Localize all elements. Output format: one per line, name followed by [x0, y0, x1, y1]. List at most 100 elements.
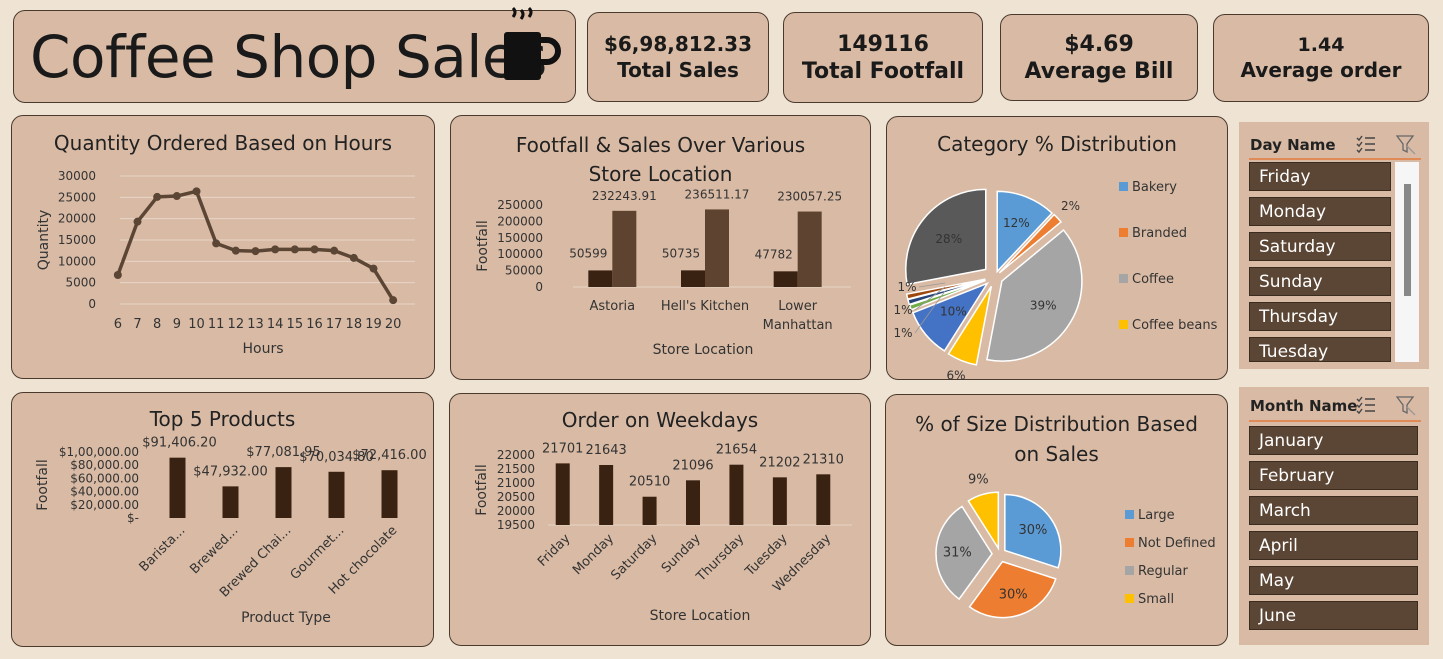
pie-slice — [911, 281, 990, 352]
slice-label: 9% — [968, 472, 989, 487]
x-tick-label: 10 — [188, 317, 205, 332]
hours-line-chart: 0 5000 10000 15000 20000 25000 30000 6 7 8 9 10 11 12… — [36, 169, 415, 357]
slicer-item-june[interactable]: June — [1249, 601, 1418, 630]
slicer-item-saturday[interactable]: Saturday — [1249, 232, 1391, 261]
slicer-item-may[interactable]: May — [1249, 566, 1418, 595]
pie-slice — [905, 188, 987, 286]
chart-title-line: Store Location — [588, 162, 733, 186]
clear-filter-icon[interactable] — [1395, 395, 1417, 416]
y-tick-label: $1,00,000.00 — [59, 445, 139, 459]
pie-slice — [905, 278, 986, 300]
data-label: 21202 — [759, 455, 800, 470]
slice-label: 6% — [946, 369, 965, 383]
kpi-average-order: 1.44 Average order — [1213, 14, 1429, 102]
footfall-sales-bar-chart: 0 50000 100000 150000 200000 250000 50599 23224… — [475, 187, 851, 358]
x-tick-label: 17 — [326, 317, 343, 332]
slice-label: 28% — [935, 232, 962, 246]
legend-swatch — [1119, 320, 1128, 329]
footfall-sales-chart-card: Footfall & Sales Over Various Store Loca… — [450, 115, 871, 380]
y-axis-label: Footfall — [35, 459, 51, 510]
y-tick-label: 200000 — [497, 214, 543, 228]
y-tick-label: 50000 — [505, 264, 543, 278]
x-tick-label: Hell's Kitchen — [661, 299, 749, 314]
slicer-item-january[interactable]: January — [1249, 426, 1418, 455]
slicer-item-monday[interactable]: Monday — [1249, 197, 1391, 226]
legend-label: Coffee — [1132, 272, 1174, 287]
x-tick-label: Lower — [778, 299, 818, 314]
x-tick-label: 12 — [228, 317, 245, 332]
x-axis-label: Store Location — [650, 608, 751, 624]
kpi-value: 1.44 — [1297, 34, 1345, 56]
x-tick-label: Manhattan — [763, 318, 833, 333]
x-tick-label: Thursday — [693, 531, 747, 585]
slice-label: 30% — [999, 588, 1028, 603]
slicer-item-tuesday[interactable]: Tuesday — [1249, 337, 1391, 362]
data-point — [290, 245, 299, 254]
x-tick-label: Friday — [535, 531, 574, 570]
month-name-slicer: Month Name January February March April … — [1239, 387, 1429, 645]
size-chart-card: % of Size Distribution Based on Sales 30… — [885, 394, 1228, 646]
slice-label: 2% — [1061, 199, 1080, 213]
data-label: $70,034.80 — [299, 450, 373, 465]
slicer-divider — [1249, 420, 1421, 422]
bar — [588, 270, 613, 287]
leader-line — [914, 286, 946, 311]
legend-swatch — [1119, 182, 1128, 191]
slicer-item-friday[interactable]: Friday — [1249, 162, 1391, 191]
slicer-item-march[interactable]: March — [1249, 496, 1418, 525]
data-label: $91,406.20 — [142, 436, 216, 451]
data-point — [349, 253, 358, 262]
data-label: 21654 — [716, 443, 757, 458]
pie-slice — [935, 505, 993, 601]
legend-swatch — [1119, 228, 1128, 237]
slicer-scrollbar-thumb[interactable] — [1404, 184, 1411, 296]
x-tick-label: 18 — [346, 317, 363, 332]
bar — [705, 209, 729, 287]
chart-title: Top 5 Products — [149, 407, 296, 431]
kpi-label: Total Sales — [617, 58, 739, 82]
y-tick-label: 20000 — [497, 504, 535, 518]
legend-swatch — [1125, 510, 1134, 519]
data-point — [369, 264, 378, 273]
slicer-item-april[interactable]: April — [1249, 531, 1418, 560]
x-tick-label: 8 — [153, 317, 161, 332]
data-label: $77,081.95 — [246, 445, 320, 460]
y-tick-label: 100000 — [497, 247, 543, 261]
slice-label: 30% — [1018, 523, 1047, 538]
y-axis-label: Footfall — [475, 220, 491, 271]
y-tick-label: $80,000.00 — [70, 458, 139, 472]
multi-select-icon[interactable] — [1355, 395, 1377, 415]
data-point — [153, 192, 162, 201]
data-label: 230057.25 — [777, 190, 842, 204]
bar — [381, 470, 398, 518]
chart-title: Category % Distribution — [937, 132, 1177, 156]
data-point — [231, 246, 240, 255]
slicer-scrollbar[interactable] — [1395, 162, 1419, 362]
y-tick-label: $20,000.00 — [70, 498, 139, 512]
weekdays-chart-card: Order on Weekdays 19500 20000 20500 21000 21… — [449, 393, 871, 646]
data-label: 21310 — [803, 452, 844, 467]
data-point — [389, 296, 398, 305]
y-tick-label: 21000 — [497, 476, 535, 490]
bar — [772, 477, 787, 525]
dashboard-title: Coffee Shop Sales — [30, 22, 547, 91]
slicer-item-sunday[interactable]: Sunday — [1249, 267, 1391, 296]
multi-select-icon[interactable] — [1355, 134, 1377, 154]
x-axis-label: Product Type — [241, 610, 331, 626]
slicer-item-february[interactable]: February — [1249, 461, 1418, 490]
slice-label: 31% — [943, 546, 972, 561]
y-axis-label: Quantity — [36, 210, 52, 271]
legend-swatch — [1119, 274, 1128, 283]
hours-chart-card: Quantity Ordered Based on Hours 0 5000 100… — [11, 115, 435, 379]
x-tick-label: 14 — [267, 317, 284, 332]
y-tick-label: 21500 — [497, 462, 535, 476]
slice-label: 12% — [1003, 216, 1030, 230]
bar — [328, 471, 345, 518]
dashboard-title-card: Coffee Shop Sales — [13, 6, 576, 103]
y-tick-label: $60,000.00 — [70, 471, 139, 485]
y-tick-label: 0 — [88, 297, 96, 311]
x-tick-label: 7 — [133, 317, 141, 332]
clear-filter-icon[interactable] — [1395, 134, 1417, 155]
slicer-item-thursday[interactable]: Thursday — [1249, 302, 1391, 331]
y-tick-label: 250000 — [497, 198, 543, 212]
